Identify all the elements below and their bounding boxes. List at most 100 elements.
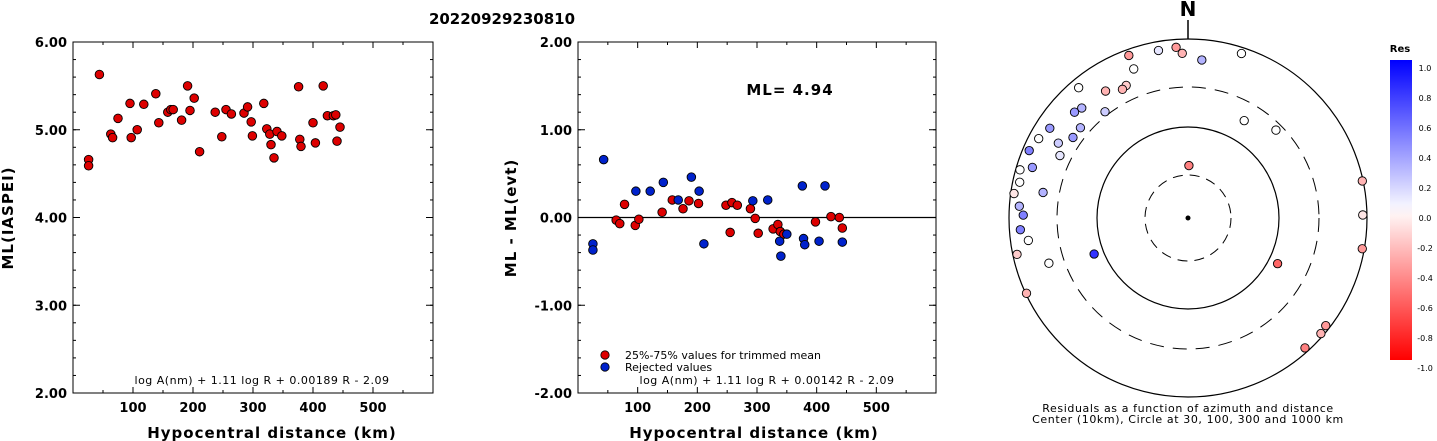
- res-point-rejected: [797, 181, 808, 191]
- ring-300km: [1056, 86, 1320, 350]
- mag-point-selected: [107, 132, 118, 143]
- res-x-tick-label: 100: [624, 401, 651, 416]
- mag-y-tick-label: 5.00: [35, 124, 67, 139]
- station-point: [1236, 48, 1247, 59]
- res-point-selected: [732, 200, 743, 210]
- mag-point-selected: [210, 107, 220, 117]
- plot-frame-1: [72, 41, 434, 394]
- res-point-rejected: [631, 186, 641, 196]
- ring-100km: [1096, 126, 1280, 310]
- station-point: [1100, 107, 1110, 117]
- mag-point-selected: [126, 132, 136, 143]
- res-point-rejected: [782, 229, 792, 239]
- res-point-rejected: [588, 245, 598, 255]
- mag-point-selected: [310, 138, 321, 148]
- residual-colorbar: Res 1.0 0.8 0.6 0.4 0.2 0.0 -0.2 -0.4 -0.6 -0.8 -1…: [1390, 44, 1433, 373]
- station-point: [1015, 177, 1025, 187]
- res-point-rejected: [799, 239, 810, 250]
- res-point-rejected: [837, 237, 848, 247]
- station-point: [1015, 165, 1025, 175]
- legend-label-selected: 25%-75% values for trimmed mean: [625, 349, 821, 362]
- mag-point-selected: [296, 141, 306, 152]
- mag-point-selected: [176, 115, 187, 125]
- panel-residual-distance: 100 200 300 400 500 -2.00 -1.00 0.00 1.00 2.00 ML…: [502, 36, 937, 441]
- station-point: [1027, 162, 1038, 173]
- event-title: 20220929230810: [429, 10, 575, 28]
- res-point-rejected: [694, 186, 704, 196]
- mag-point-selected: [242, 102, 253, 112]
- res-y-tick-label: 1.00: [540, 124, 572, 139]
- res-point-selected: [678, 203, 688, 214]
- axes-ticks-2: 100 200 300 400 500 -2.00 -1.00 0.00 1.00 2.00: [535, 36, 936, 416]
- res-point-rejected: [820, 181, 830, 191]
- station-point: [1075, 123, 1086, 133]
- res-point-selected: [693, 198, 704, 209]
- station-point: [1177, 48, 1187, 58]
- map-caption-line1: Residuals as a function of azimuth and d…: [1042, 402, 1333, 415]
- mag-y-tick-label: 6.00: [35, 36, 67, 51]
- res-y-tick-label: -2.00: [535, 387, 572, 402]
- res-point-rejected: [645, 186, 655, 196]
- res-point-rejected: [686, 172, 697, 182]
- station-point: [1124, 50, 1134, 61]
- res-point-rejected: [762, 195, 773, 205]
- station-point: [1044, 258, 1054, 268]
- station-point: [1117, 84, 1128, 94]
- mag-y-tick-label: 3.00: [35, 299, 67, 314]
- colorbar-tick-label: 0.0: [1419, 214, 1432, 223]
- mag-point-selected: [266, 139, 276, 150]
- station-point: [1024, 145, 1034, 156]
- north-label: N: [1180, 0, 1197, 21]
- station-point: [1316, 328, 1326, 339]
- res-point-selected: [826, 211, 836, 222]
- mag-point-selected: [246, 117, 256, 127]
- colorbar-tick-label: -0.6: [1417, 304, 1433, 313]
- mag-point-selected: [83, 160, 94, 171]
- formula-label-2: log A(nm) + 1.11 log R + 0.00142 R - 2.0…: [640, 374, 895, 387]
- mag-point-selected: [332, 136, 342, 146]
- station-point: [1034, 133, 1044, 144]
- mag-point-selected: [318, 81, 328, 91]
- formula-label-1: log A(nm) + 1.11 log R + 0.00189 R - 2.0…: [135, 374, 390, 387]
- mag-point-selected: [247, 131, 258, 141]
- mag-x-tick-label: 500: [359, 401, 386, 416]
- station-markers: [1009, 42, 1368, 353]
- res-point-rejected: [673, 195, 683, 205]
- mag-point-selected: [151, 89, 161, 99]
- ring-1000km: [1008, 38, 1368, 398]
- mag-point-selected: [154, 117, 164, 128]
- res-point-rejected: [748, 196, 758, 206]
- colorbar-tick-label: -0.8: [1417, 334, 1433, 343]
- res-x-tick-label: 300: [743, 401, 770, 416]
- station-point: [1357, 176, 1367, 186]
- mag-point-selected: [139, 99, 149, 110]
- colorbar-tick-label: 0.2: [1419, 184, 1432, 193]
- mag-point-selected: [94, 69, 105, 80]
- res-x-tick-label: 400: [803, 401, 830, 416]
- colorbar-tick-label: 0.6: [1419, 124, 1432, 133]
- mag-y-tick-label: 2.00: [35, 387, 67, 402]
- legend-marker-rejected: [600, 362, 610, 372]
- legend-label-rejected: Rejected values: [625, 361, 712, 374]
- station-point: [1184, 160, 1194, 171]
- y-axis-label-1: ML(IASPEI): [0, 166, 17, 269]
- axes-ticks-1: 100 200 300 400 500 2.00 3.00 4.00 5.00 6.00: [35, 36, 433, 416]
- res-point-rejected: [776, 251, 786, 261]
- mag-point-selected: [277, 131, 287, 141]
- res-point-rejected: [814, 236, 824, 246]
- epicenter-marker: [1185, 215, 1191, 221]
- map-caption-line2: Center (10km), Circle at 30, 100, 300 an…: [1032, 413, 1344, 426]
- mag-point-selected: [335, 122, 345, 132]
- mag-point-selected: [168, 104, 178, 115]
- station-point: [1239, 116, 1249, 126]
- station-point: [1357, 244, 1367, 254]
- mag-point-selected: [293, 82, 304, 92]
- mag-point-selected: [132, 124, 142, 135]
- x-axis-label-2: Hypocentral distance (km): [629, 424, 879, 441]
- res-point-selected: [810, 217, 821, 227]
- res-point-selected: [753, 228, 763, 239]
- station-point: [1012, 249, 1022, 259]
- mag-point-selected: [113, 113, 123, 124]
- res-point-selected: [684, 196, 694, 206]
